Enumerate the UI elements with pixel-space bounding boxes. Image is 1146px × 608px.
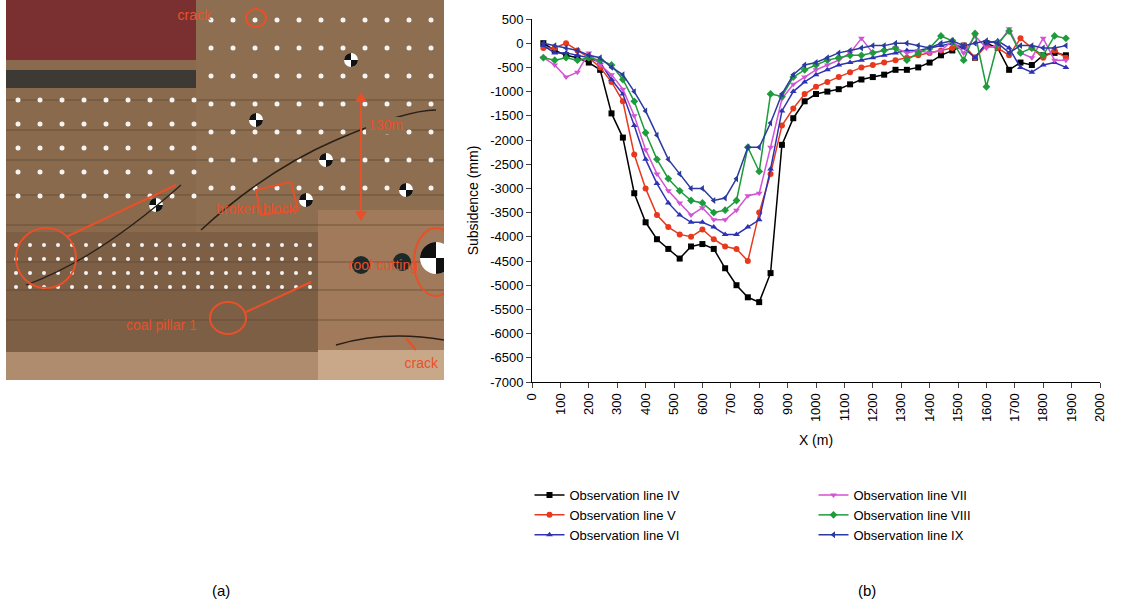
svg-text:-1000: -1000 [490,84,523,99]
svg-text:Observation line VII: Observation line VII [854,488,967,503]
svg-text:Observation line V: Observation line V [570,508,677,523]
svg-text:2000: 2000 [1092,393,1107,422]
svg-text:130m: 130m [368,117,403,133]
svg-text:0: 0 [516,36,523,51]
svg-text:500: 500 [502,12,524,27]
svg-text:1800: 1800 [1035,393,1050,422]
svg-text:-7000: -7000 [490,375,523,390]
svg-text:1600: 1600 [979,393,994,422]
svg-text:600: 600 [695,393,710,415]
svg-text:Observation line IV: Observation line IV [570,488,680,503]
svg-text:-4000: -4000 [490,229,523,244]
svg-text:X (m): X (m) [799,432,833,448]
svg-text:coal pillar 1: coal pillar 1 [126,317,197,333]
svg-text:1200: 1200 [865,393,880,422]
svg-text:crack: crack [405,355,439,371]
svg-text:0: 0 [524,393,539,400]
svg-text:broken block: broken block [216,201,296,217]
svg-text:1400: 1400 [922,393,937,422]
svg-text:-5000: -5000 [490,278,523,293]
html-text:(b): (b) [858,582,877,599]
svg-text:1500: 1500 [950,393,965,422]
svg-text:Observation line VI: Observation line VI [570,528,680,543]
svg-text:roof cutting: roof cutting [349,257,418,273]
svg-text:Subsidence (mm): Subsidence (mm) [465,146,481,256]
svg-text:-1500: -1500 [490,108,523,123]
svg-text:700: 700 [723,393,738,415]
svg-text:-3500: -3500 [490,205,523,220]
svg-text:300: 300 [609,393,624,415]
svg-text:100: 100 [553,393,568,415]
svg-text:-5500: -5500 [490,302,523,317]
svg-text:900: 900 [780,393,795,415]
svg-text:1700: 1700 [1007,393,1022,422]
svg-text:crack: crack [178,7,212,23]
svg-text:Observation line IX: Observation line IX [854,528,964,543]
svg-text:-3000: -3000 [490,181,523,196]
svg-text:1900: 1900 [1064,393,1079,422]
svg-text:-4500: -4500 [490,254,523,269]
svg-text:-2000: -2000 [490,133,523,148]
svg-text:1300: 1300 [893,393,908,422]
svg-text:-500: -500 [497,60,523,75]
svg-text:-6000: -6000 [490,326,523,341]
svg-text:-6500: -6500 [490,350,523,365]
svg-text:800: 800 [751,393,766,415]
svg-text:200: 200 [581,393,596,415]
svg-text:-2500: -2500 [490,157,523,172]
svg-text:400: 400 [638,393,653,415]
html-text:(a): (a) [212,582,231,599]
svg-text:Observation line VIII: Observation line VIII [854,508,971,523]
svg-text:1100: 1100 [837,393,852,421]
svg-text:500: 500 [666,393,681,415]
svg-text:1000: 1000 [808,393,823,422]
